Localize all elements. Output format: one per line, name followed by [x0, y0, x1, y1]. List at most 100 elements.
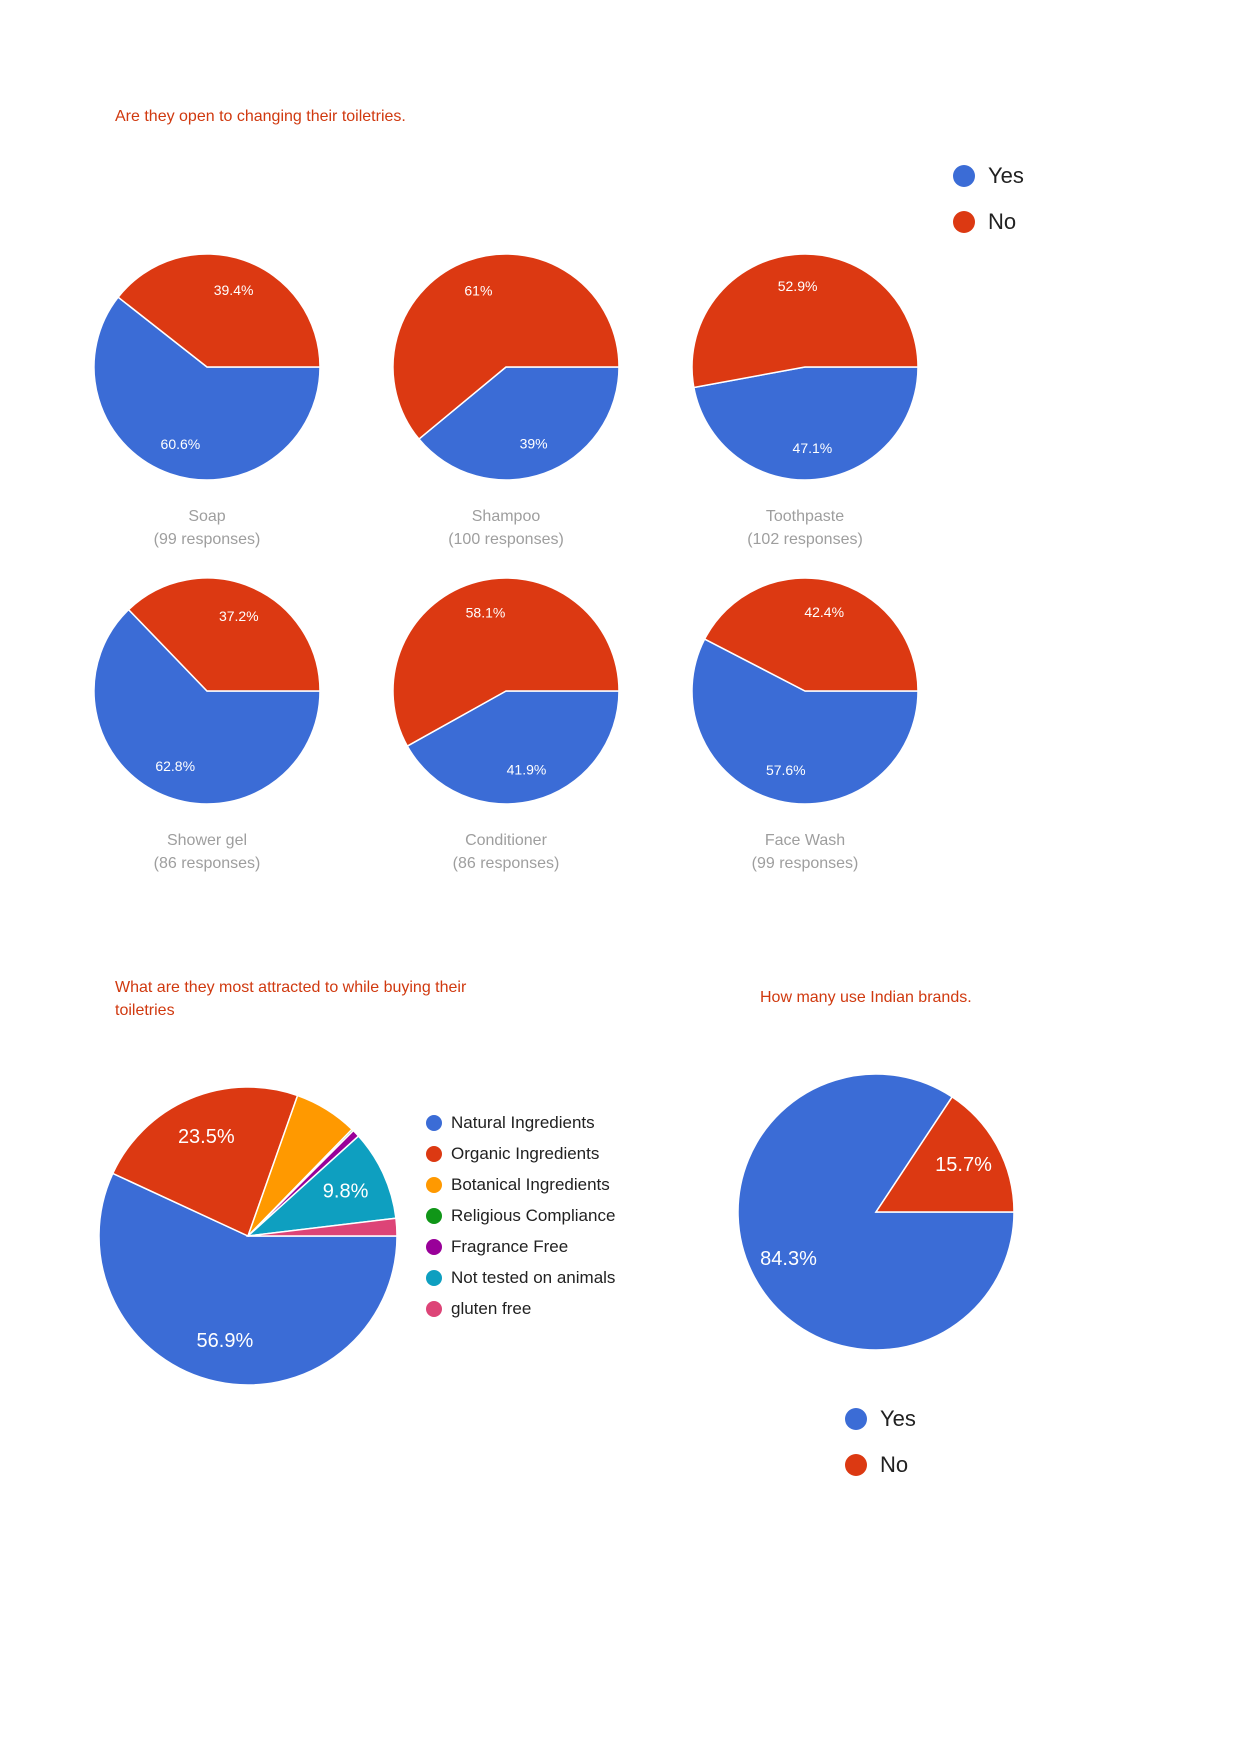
legend-label-natural-ingredients: Natural Ingredients [451, 1113, 595, 1132]
face-wash-caption: Face Wash (99 responses) [752, 829, 859, 875]
legend-item-fragrance-free: Fragrance Free [426, 1237, 615, 1257]
indian-brands-pie-chart: 84.3% 15.7% [737, 1073, 1015, 1351]
indian-pie-svg: 84.3% 15.7% [737, 1073, 1015, 1351]
chart-cell-soap: 60.6% 39.4% Soap (99 responses) [93, 253, 321, 551]
attraction-pie-chart: 56.9% 23.5% 9.8% [98, 1086, 398, 1386]
shower-gel-pie-chart: 62.8% 37.2% [93, 577, 321, 805]
pie-percent-label: 23.5% [178, 1126, 235, 1148]
pie-percent-label: 84.3% [760, 1248, 817, 1270]
showergel-pie-svg: 62.8% 37.2% [93, 577, 321, 805]
yes-no-legend-indian: Yes No [845, 1406, 916, 1478]
pie-slice-no [874, 1095, 1015, 1213]
question-title-indian-brands: How many use Indian brands. [760, 989, 972, 1006]
toothpaste-caption: Toothpaste (102 responses) [747, 505, 863, 551]
soap-caption: Soap (99 responses) [154, 505, 261, 551]
conditioner-caption: Conditioner (86 responses) [453, 829, 560, 875]
organic-ingredients-color-dot-icon [426, 1146, 442, 1162]
pie-percent-label: 58.1% [466, 604, 506, 620]
pie-percent-label: 47.1% [793, 440, 833, 456]
chart-cell-face-wash: 57.6% 42.4% Face Wash (99 responses) [691, 577, 919, 875]
toothpaste-pie-svg: 47.1% 52.9% [691, 253, 919, 481]
pie-percent-label: 41.9% [507, 762, 547, 778]
yes-color-dot-icon [953, 165, 975, 187]
legend-item-organic-ingredients: Organic Ingredients [426, 1144, 615, 1164]
pie-percent-label: 9.8% [323, 1181, 369, 1203]
chart-title-toothpaste: Toothpaste [765, 508, 845, 525]
yes-no-legend-top: Yes No [953, 163, 1024, 235]
legend-label-gluten-free: gluten free [451, 1299, 532, 1318]
legend-item-yes: Yes [953, 163, 1024, 189]
legend-item-botanical-ingredients: Botanical Ingredients [426, 1175, 615, 1195]
pie-percent-label: 61% [464, 282, 492, 298]
legend-item-indian-yes: Yes [845, 1406, 916, 1432]
pie-slice-natural-ingredients [98, 1172, 398, 1386]
pie-slice-gluten-free [247, 1217, 398, 1237]
gluten-free-color-dot-icon [426, 1301, 442, 1317]
pie-percent-label: 37.2% [219, 608, 259, 624]
pie-slice-no [703, 577, 919, 692]
pie-slice-no [691, 253, 919, 389]
pie-percent-label: 62.8% [155, 758, 195, 774]
chart-cell-shower-gel: 62.8% 37.2% Shower gel (86 responses) [93, 577, 321, 875]
facewash-pie-svg: 57.6% 42.4% [691, 577, 919, 805]
attraction-pie-svg: 56.9% 23.5% 9.8% [98, 1086, 398, 1386]
chart-title-conditioner: Conditioner [465, 832, 547, 849]
legend-label-no: No [988, 209, 1017, 234]
charts-row-2: 62.8% 37.2% Shower gel (86 responses) 41.… [93, 577, 919, 875]
pie-slice-yes [692, 366, 919, 481]
pie-slice-yes [406, 690, 620, 805]
shampoo-pie-chart: 39% 61% [392, 253, 620, 481]
legend-item-indian-no: No [845, 1452, 916, 1478]
conditioner-pie-svg: 41.9% 58.1% [392, 577, 620, 805]
pie-slice-no [117, 253, 321, 368]
chart-responses-shower-gel: (86 responses) [153, 855, 261, 872]
chart-responses-conditioner: (86 responses) [452, 855, 560, 872]
legend-item-natural-ingredients: Natural Ingredients [426, 1113, 615, 1133]
pie-slice-yes [417, 366, 620, 481]
soap-pie-chart: 60.6% 39.4% [93, 253, 321, 481]
indian-no-color-dot-icon [845, 1454, 867, 1476]
chart-cell-shampoo: 39% 61% Shampoo (100 responses) [392, 253, 620, 551]
pie-slice-yes [691, 638, 919, 805]
pie-percent-label: 39% [520, 436, 548, 452]
charts-row-1: 60.6% 39.4% Soap (99 responses) 39% 61% Sh… [93, 253, 919, 551]
natural-ingredients-color-dot-icon [426, 1115, 442, 1131]
chart-cell-conditioner: 41.9% 58.1% Conditioner (86 responses) [392, 577, 620, 875]
pie-percent-label: 15.7% [935, 1154, 992, 1176]
pie-percent-label: 52.9% [778, 278, 818, 294]
legend-label-indian-no: No [880, 1452, 909, 1477]
pie-slice-no [392, 577, 620, 748]
chart-responses-face-wash: (99 responses) [751, 855, 859, 872]
conditioner-pie-chart: 41.9% 58.1% [392, 577, 620, 805]
shampoo-caption: Shampoo (100 responses) [448, 505, 564, 551]
chart-title-face-wash: Face Wash [764, 832, 846, 849]
pie-percent-label: 60.6% [161, 436, 201, 452]
pie-percent-label: 42.4% [804, 604, 844, 620]
pie-percent-label: 39.4% [214, 282, 254, 298]
soap-pie-svg: 60.6% 39.4% [93, 253, 321, 481]
religious-compliance-color-dot-icon [426, 1208, 442, 1224]
legend-label-fragrance-free: Fragrance Free [451, 1237, 569, 1256]
pie-slice-not-tested-on-animals [245, 1135, 397, 1238]
chart-cell-toothpaste: 47.1% 52.9% Toothpaste (102 responses) [691, 253, 919, 551]
pie-slice-no [127, 577, 321, 692]
question-title-change-toiletries: Are they open to changing their toiletri… [115, 108, 406, 125]
pie-slice-yes [93, 296, 321, 481]
legend-label-indian-yes: Yes [880, 1406, 916, 1431]
no-color-dot-icon [953, 211, 975, 233]
legend-item-religious-compliance: Religious Compliance [426, 1206, 615, 1226]
legend-item-not-tested-on-animals: Not tested on animals [426, 1268, 615, 1288]
fragrance-free-color-dot-icon [426, 1239, 442, 1255]
indian-yes-color-dot-icon [845, 1408, 867, 1430]
face-wash-pie-chart: 57.6% 42.4% [691, 577, 919, 805]
chart-title-shampoo: Shampoo [471, 508, 541, 525]
legend-item-no: No [953, 209, 1024, 235]
toothpaste-pie-chart: 47.1% 52.9% [691, 253, 919, 481]
not-tested-on-animals-color-dot-icon [426, 1270, 442, 1286]
chart-responses-soap: (99 responses) [153, 531, 261, 548]
legend-label-not-tested-on-animals: Not tested on animals [451, 1268, 616, 1287]
pie-slice-no [392, 253, 620, 441]
legend-label-religious-compliance: Religious Compliance [451, 1206, 616, 1225]
pie-percent-label: 57.6% [766, 762, 806, 778]
